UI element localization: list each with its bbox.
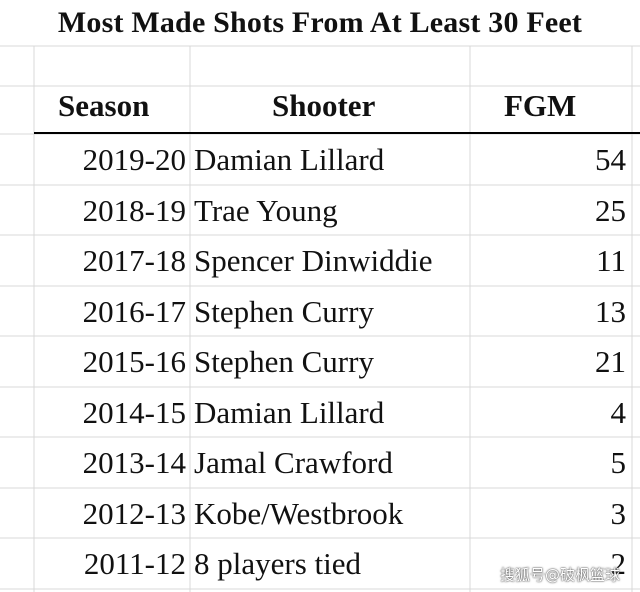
shooter-cell: Damian Lillard [194,142,385,177]
shooter-cell: Jamal Crawford [194,445,393,480]
shooter-cell: 8 players tied [194,546,362,581]
season-cell: 2014-15 [82,395,186,430]
shooter-cell: Trae Young [194,193,338,228]
header-season: Season [58,88,150,123]
fgm-cell: 11 [596,243,626,278]
shooter-cell: Kobe/Westbrook [194,496,404,531]
season-cell: 2017-18 [82,243,186,278]
shooter-cell: Stephen Curry [194,344,374,379]
season-cell: 2011-12 [83,546,186,581]
season-cell: 2015-16 [82,344,186,379]
fgm-cell: 25 [595,193,626,228]
fgm-cell: 2 [610,546,627,581]
shooter-cell: Stephen Curry [194,294,374,329]
header-shooter: Shooter [272,88,376,123]
fgm-cell: 54 [595,142,626,177]
fgm-cell: 5 [610,445,627,480]
fgm-cell: 3 [610,496,627,531]
season-cell: 2013-14 [82,445,186,480]
fgm-cell: 21 [595,344,626,379]
fgm-cell: 4 [610,395,627,430]
season-cell: 2019-20 [82,142,186,177]
season-cell: 2012-13 [82,496,186,531]
fgm-cell: 13 [595,294,626,329]
season-cell: 2016-17 [82,294,186,329]
header-fgm: FGM [504,88,577,123]
shooter-cell: Damian Lillard [194,395,385,430]
table-title: Most Made Shots From At Least 30 Feet [57,6,583,39]
season-cell: 2018-19 [82,193,186,228]
watermark: 搜狐号@破枫篮球 [500,566,621,584]
shooter-cell: Spencer Dinwiddie [194,243,433,278]
